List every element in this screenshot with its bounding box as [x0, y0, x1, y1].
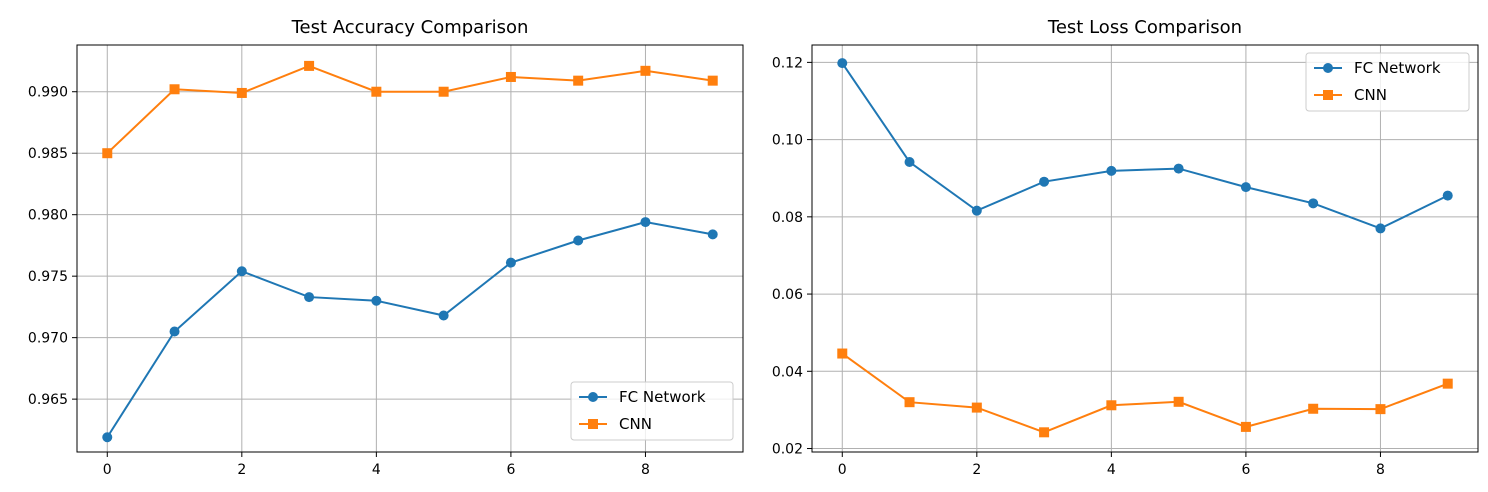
y-tick-label: 0.975	[28, 269, 68, 285]
fc-network-point	[169, 326, 180, 337]
cnn-point	[640, 65, 651, 76]
legend-label-cnn: CNN	[619, 415, 652, 433]
legend-box	[1305, 52, 1470, 112]
series-line-cnn	[106, 64, 713, 154]
legend-marker-cnn	[588, 419, 598, 429]
y-tick-label: 0.02	[772, 442, 803, 458]
fc-network-point	[236, 266, 247, 277]
fc-network-point	[904, 157, 915, 168]
fc-network-point	[1240, 182, 1251, 193]
y-tick-label: 0.06	[772, 287, 803, 303]
y-tick-label: 0.08	[772, 210, 803, 226]
chart-title: Test Loss Comparison	[1047, 17, 1242, 38]
legend-marker-fc-network	[1323, 63, 1333, 73]
x-tick-label: 4	[372, 462, 381, 478]
cnn-point	[1375, 404, 1386, 415]
fc-network-point	[1375, 223, 1386, 234]
cnn-point	[1442, 378, 1453, 389]
fc-network-point	[438, 310, 449, 321]
cnn-point	[1240, 421, 1251, 432]
subplot-2: Test Loss Comparison 0 2 4 6 8 0.02 0.04 0.06 0.0…	[772, 17, 1479, 478]
legend: FC Network CNN	[1305, 52, 1470, 112]
legend-label-fc-network: FC Network	[1354, 59, 1441, 77]
y-tick-label: 0.985	[28, 146, 68, 162]
cnn-point	[707, 75, 718, 86]
fc-network-point	[1106, 165, 1117, 176]
fc-network-point	[1173, 163, 1184, 174]
axes-frame	[811, 44, 1479, 453]
subplot-1: Test Accuracy Comparison 0 2 4 6 8 0.965 0.970 0…	[28, 17, 744, 478]
series-line-cnn	[841, 352, 1449, 434]
legend-marker-fc-network	[588, 392, 598, 402]
fc-network-point	[640, 217, 651, 228]
cnn-point	[371, 86, 382, 97]
cnn-point	[102, 148, 113, 159]
x-tick-label: 0	[103, 462, 112, 478]
fc-network-point	[573, 235, 584, 246]
cnn-point	[304, 60, 315, 71]
cnn-point	[1106, 400, 1117, 411]
cnn-point	[837, 348, 848, 359]
series-line-fc-network	[841, 62, 1449, 230]
x-tick-label: 2	[237, 462, 246, 478]
y-tick-label: 0.990	[28, 85, 68, 101]
cnn-point	[169, 84, 180, 95]
fc-network-point	[1039, 176, 1050, 187]
cnn-point	[1039, 427, 1050, 438]
cnn-point	[236, 87, 247, 98]
cnn-point	[971, 402, 982, 413]
legend-box	[570, 381, 734, 441]
x-tick-label: 2	[972, 462, 981, 478]
series-line-fc-network	[106, 221, 713, 438]
y-tick-label: 0.10	[772, 133, 803, 149]
fc-network-point	[837, 58, 848, 69]
fc-network-point	[304, 292, 315, 303]
cnn-point	[1308, 403, 1319, 414]
x-tick-label: 6	[506, 462, 515, 478]
x-tick-label: 4	[1107, 462, 1116, 478]
chart-title: Test Accuracy Comparison	[291, 17, 529, 38]
y-tick-label: 0.12	[772, 55, 803, 71]
cnn-point	[904, 397, 915, 408]
cnn-point	[505, 71, 516, 82]
y-tick-label: 0.970	[28, 331, 68, 347]
x-tick-label: 8	[1376, 462, 1385, 478]
x-tick-label: 6	[1241, 462, 1250, 478]
x-tick-label: 0	[838, 462, 847, 478]
legend: FC Network CNN	[570, 381, 734, 441]
y-tick-label: 0.965	[28, 392, 68, 408]
x-tick-label: 8	[641, 462, 650, 478]
cnn-point	[438, 86, 449, 97]
cnn-point	[573, 75, 584, 86]
legend-marker-cnn	[1323, 90, 1333, 100]
legend-label-fc-network: FC Network	[619, 388, 706, 406]
axes-frame	[76, 44, 744, 453]
fc-network-point	[1308, 198, 1319, 209]
cnn-point	[1173, 396, 1184, 407]
legend-label-cnn: CNN	[1354, 86, 1387, 104]
y-tick-label: 0.980	[28, 208, 68, 224]
fc-network-point	[505, 257, 516, 268]
fc-network-point	[102, 432, 113, 443]
fc-network-point	[371, 295, 382, 306]
fc-network-point	[971, 205, 982, 216]
y-tick-label: 0.04	[772, 364, 803, 380]
fc-network-point	[707, 229, 718, 240]
fc-network-point	[1442, 190, 1453, 201]
